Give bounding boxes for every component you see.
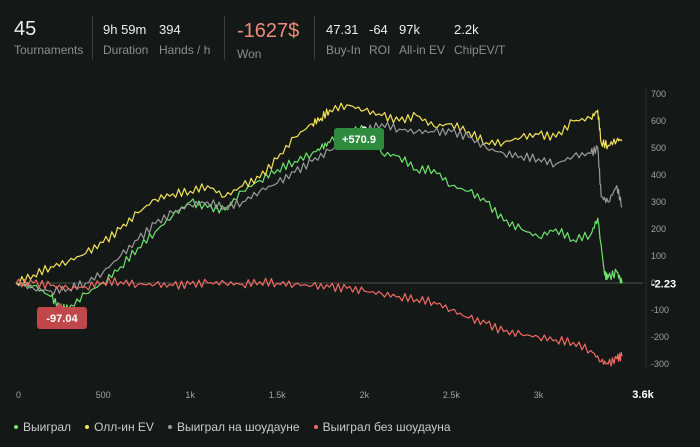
- stat-won: -1627$ Won: [237, 20, 299, 62]
- series-line: [15, 102, 623, 287]
- x-tick-label: 500: [96, 390, 111, 400]
- stat-chipev-value: 2.2k: [454, 22, 479, 37]
- legend-item[interactable]: Выиграл на шоудауне: [167, 418, 300, 436]
- x-tick-label: 3k: [534, 390, 544, 400]
- stat-roi-value: -64: [369, 22, 388, 37]
- divider: [224, 16, 225, 60]
- stat-buyin-value: 47.31: [326, 22, 359, 37]
- results-chart[interactable]: 700 600 500 400 300 200 100 0 -100 -200 -300 0 500 1k…: [0, 70, 700, 410]
- min-badge-pointer: [55, 303, 64, 307]
- dot-icon: [85, 425, 90, 429]
- stat-chipev: 2.2k ChipEV/T: [454, 22, 505, 58]
- y-tick-label: 400: [651, 170, 666, 180]
- divider: [92, 16, 93, 60]
- y-tick-label: -100: [651, 305, 669, 315]
- stat-allin-ev-value: 97k: [399, 22, 420, 37]
- chart-area[interactable]: 700 600 500 400 300 200 100 0 -100 -200 -300 0 500 1k…: [0, 70, 700, 410]
- y-tick-label: 300: [651, 197, 666, 207]
- current-value-label: -2.23: [651, 279, 676, 291]
- x-tick-label: 2.5k: [443, 390, 461, 400]
- y-tick-label: 600: [651, 116, 666, 126]
- max-badge: [334, 128, 384, 150]
- legend-item[interactable]: Олл-ин EV: [85, 418, 154, 436]
- y-tick-label: 500: [651, 143, 666, 153]
- stat-tournaments-value: 45: [14, 18, 37, 40]
- stat-roi-label: ROI: [369, 43, 391, 57]
- stat-buyin: 47.31 Buy-In: [326, 22, 361, 58]
- stat-duration-value: 9h 59m: [103, 22, 147, 37]
- x-tick-label: 1.5k: [269, 390, 287, 400]
- series-line: [15, 121, 623, 296]
- stat-roi: -64 ROI: [369, 22, 390, 58]
- legend-label: Олл-ин EV: [94, 420, 154, 434]
- x-tick-label: 0: [16, 390, 21, 400]
- legend-label: Выиграл без шоудауна: [322, 420, 451, 434]
- stat-tournaments-label: Tournaments: [14, 43, 84, 57]
- stat-duration-label: Duration: [103, 43, 149, 57]
- divider: [314, 16, 315, 60]
- stat-duration: 9h 59m Duration: [103, 22, 148, 58]
- stat-hands-label: Hands / h: [159, 43, 211, 57]
- min-badge: [37, 307, 87, 329]
- legend-label: Выиграл на шоудауне: [176, 420, 300, 434]
- min-badge-label: -97.04: [46, 313, 78, 325]
- y-tick-label: 0: [651, 278, 656, 288]
- y-tick-label: 200: [651, 224, 666, 234]
- legend-label: Выиграл: [23, 420, 72, 434]
- dot-icon: [313, 425, 318, 429]
- y-tick-label: -200: [651, 332, 669, 342]
- stat-hands-value: 394: [159, 22, 181, 37]
- stat-buyin-label: Buy-In: [326, 43, 361, 57]
- dot-icon: [167, 425, 172, 429]
- max-badge-label: +570.9: [342, 134, 376, 146]
- series-line: [15, 124, 623, 314]
- dot-icon: [14, 425, 18, 429]
- x-tick-label: 1k: [185, 390, 195, 400]
- stat-allin-ev-label: All-in EV: [399, 43, 446, 57]
- stat-allin-ev: 97k All-in EV: [399, 22, 445, 58]
- y-tick-label: 100: [651, 251, 666, 261]
- stat-tournaments: 45 Tournaments: [14, 18, 83, 58]
- x-tick-label: 2k: [360, 390, 370, 400]
- chart-legend: Выиграл Олл-ин EV Выиграл на шоудауне Выигр…: [14, 418, 451, 436]
- stat-hands: 394 Hands / h: [159, 22, 210, 58]
- legend-item[interactable]: Выиграл без шоудауна: [313, 418, 451, 436]
- x-tick-label: 3.6k: [632, 389, 654, 401]
- y-tick-label: 700: [651, 89, 666, 99]
- stat-chipev-label: ChipEV/T: [454, 43, 506, 57]
- series-line: [15, 277, 623, 367]
- stat-won-label: Won: [237, 47, 262, 61]
- stat-won-value: -1627$: [237, 20, 300, 42]
- y-tick-label: -300: [651, 359, 669, 369]
- legend-item[interactable]: Выиграл: [14, 418, 71, 436]
- stats-bar: 45 Tournaments 9h 59m Duration 394 Hands…: [0, 0, 700, 70]
